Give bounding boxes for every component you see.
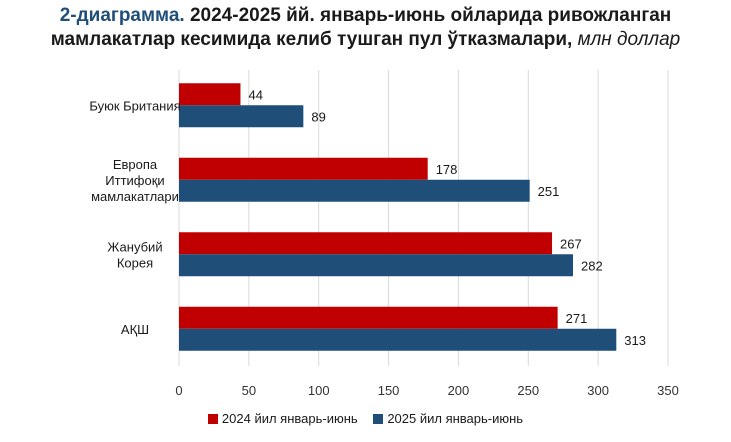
bar-2024-1 <box>179 157 428 180</box>
data-label-2024-3: 271 <box>566 311 588 326</box>
title-unit: млн доллар <box>577 29 681 50</box>
bar-2024-3 <box>179 306 558 329</box>
data-label-2024-2: 267 <box>560 236 582 251</box>
legend-item-2025: 2025 йил январь-июнь <box>373 411 523 426</box>
legend-label-2024: 2024 йил январь-июнь <box>221 411 358 426</box>
bar-2025-2 <box>179 254 573 277</box>
legend-label-2025: 2025 йил январь-июнь <box>387 411 524 426</box>
x-tick-label-0: 0 <box>175 383 182 398</box>
x-tick-label-250: 250 <box>517 383 539 398</box>
category-label-3-0: АҚШ <box>121 322 149 337</box>
legend-swatch-2025 <box>373 414 384 424</box>
bar-2024-2 <box>179 232 553 255</box>
category-label-0-0: Буюк Британия <box>89 98 180 113</box>
category-label-1-2: мамлакатлари <box>91 189 179 204</box>
data-label-2024-1: 178 <box>436 162 458 177</box>
data-label-2025-1: 251 <box>538 184 560 199</box>
title-line-2: мамлакатлар кесимида келиб тушган пул ўт… <box>0 28 731 52</box>
data-label-2025-0: 89 <box>311 109 325 124</box>
category-label-1-0: Европа <box>113 157 158 172</box>
x-tick-label-300: 300 <box>587 383 609 398</box>
title-line-1: 2-диаграмма. 2024-2025 йй. январь-июнь о… <box>0 4 731 28</box>
x-tick-label-200: 200 <box>448 383 470 398</box>
category-label-2-0: Жанубий <box>107 239 162 254</box>
title-line-2-text: мамлакатлар кесимида келиб тушган пул ўт… <box>50 29 578 50</box>
title-line-1-text: 2024-2025 йй. январь-июнь ойларида ривож… <box>184 5 672 26</box>
bar-2025-0 <box>179 105 304 128</box>
x-tick-label-150: 150 <box>378 383 400 398</box>
data-label-2024-0: 44 <box>248 87 262 102</box>
data-label-2025-2: 282 <box>581 258 603 273</box>
bar-2025-1 <box>179 179 530 202</box>
x-tick-label-100: 100 <box>308 383 330 398</box>
legend-swatch-2024 <box>207 414 218 424</box>
x-tick-label-50: 50 <box>242 383 256 398</box>
legend: 2024 йил январь-июнь 2025 йил январь-июн… <box>0 411 731 426</box>
category-label-1-1: Иттифоқи <box>105 173 164 188</box>
data-label-2025-3: 313 <box>624 333 646 348</box>
x-tick-label-350: 350 <box>657 383 679 398</box>
bar-2025-3 <box>179 328 617 351</box>
title-prefix: 2-диаграмма. <box>59 5 185 26</box>
bar-2024-0 <box>179 83 241 106</box>
category-label-2-1: Корея <box>117 255 153 270</box>
legend-item-2024: 2024 йил январь-июнь <box>207 411 358 426</box>
